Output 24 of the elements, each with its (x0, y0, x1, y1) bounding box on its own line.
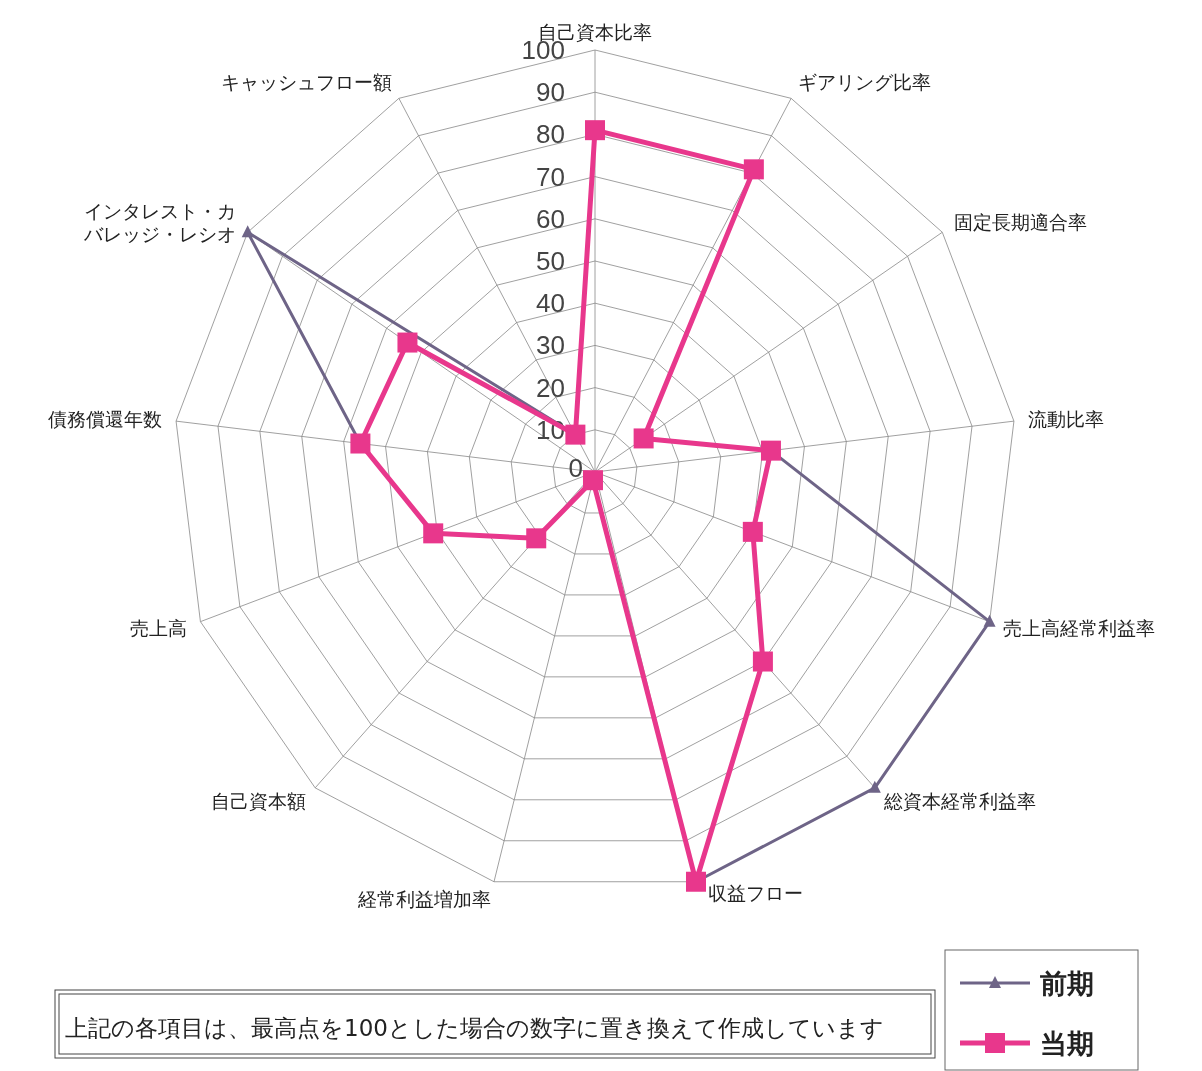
spoke-label: 固定長期適合率 (953, 211, 1087, 234)
spoke-label: 売上高経常利益率 (1002, 617, 1155, 640)
y-tick-label: 40 (536, 288, 565, 319)
spoke-label: 自己資本額 (210, 790, 306, 813)
y-tick-label: 30 (536, 330, 565, 361)
legend-label: 前期 (1039, 968, 1094, 999)
spoke-label: キャッシュフロー額 (221, 71, 393, 94)
legend-label: 当期 (1040, 1028, 1094, 1059)
y-tick-label: 0 (568, 453, 583, 483)
spoke-label: 総資本経常利益率 (883, 790, 1037, 813)
spoke-label: 収益フロー (707, 881, 803, 904)
y-tick-label: 50 (536, 246, 565, 276)
y-tick-label: 20 (536, 372, 565, 403)
y-tick-label: 70 (536, 161, 565, 192)
text: 上記の各項目は、最高点を100とした場合の数字に置き換えて作成しています (65, 1015, 884, 1041)
spoke-label: ギアリング比率 (797, 71, 931, 94)
spoke-label: インタレスト・カバレッジ・レシオ (83, 200, 237, 246)
spoke-label: 経常利益増加率 (356, 888, 491, 911)
y-tick-label: 80 (536, 119, 565, 150)
spoke-label: 売上高 (130, 617, 188, 640)
y-tick-label: 60 (536, 203, 565, 234)
spoke-label: 流動比率 (1027, 407, 1104, 430)
y-tick-label: 90 (536, 77, 565, 108)
spoke-label: 債務償還年数 (48, 407, 163, 430)
